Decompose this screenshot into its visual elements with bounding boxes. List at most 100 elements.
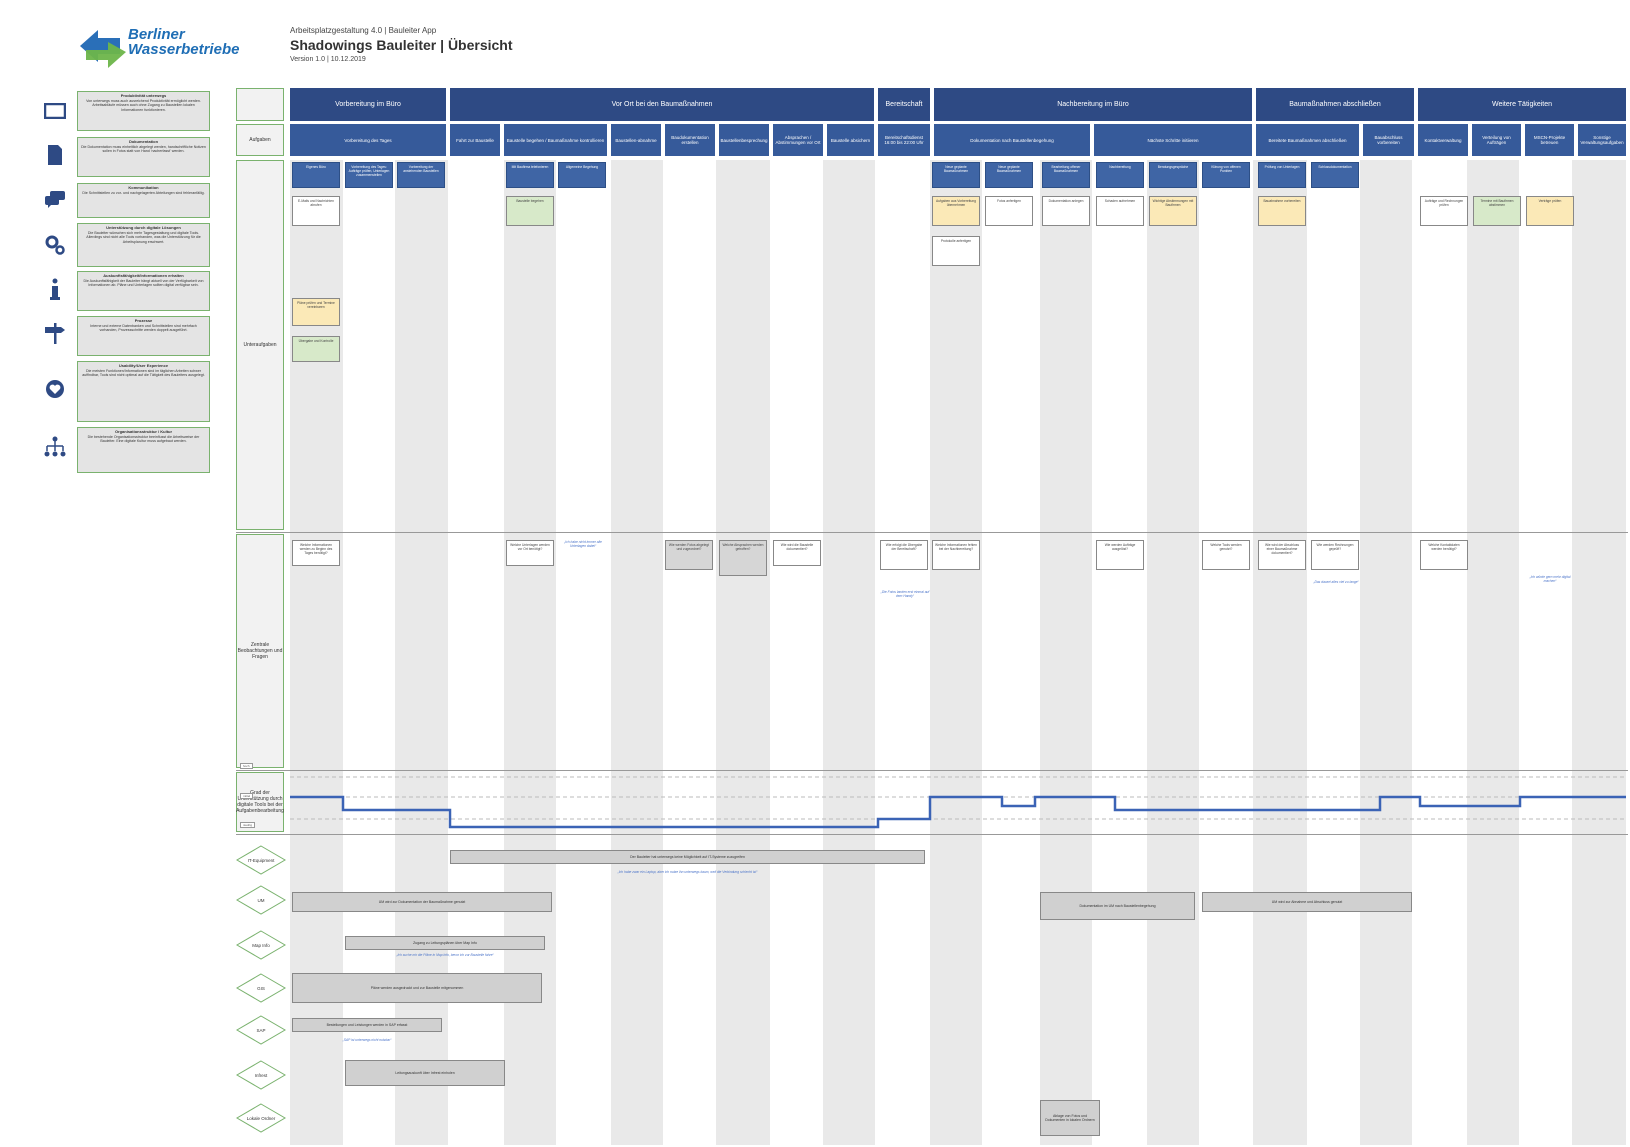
column-band [716,160,770,1145]
pain-point-title: Dokumentation [128,139,159,144]
task-header: MSCN-Projekte betreuen [1525,124,1574,156]
subtask-card: Vorbereitung des Tages: Aufträge prüfen,… [345,162,393,188]
task-header: Bereitete Baumaßnahmen abschließen [1256,124,1359,156]
pain-point-title: Organisationsstruktur / Kultur [114,429,173,434]
question-card: Welche Absprachen werden getroffen? [719,540,767,576]
system-map-info: Map Info [236,930,286,960]
system-usage-bar: UM wird zur Dokumentation der Baumaßnahm… [292,892,552,912]
question-card: Welche Informationen werden zu Beginn de… [292,540,340,566]
pain-point-text: Die Schnittstellen zu vor- und nachgelag… [82,191,205,196]
support-tag-low: niedrig [240,822,256,828]
chat-icon [42,186,68,212]
pain-point-text: Die bestehende Organisationsstruktur bee… [87,435,200,444]
row-label-empty [236,88,284,121]
pain-point-text: Die meisten Funktionen/Informationen sin… [82,369,205,378]
task-header: Dokumentation nach Baustellenbegehung [934,124,1090,156]
task-header: Sonstige Verwaltungsaufgaben [1578,124,1626,156]
heart-icon [42,376,68,402]
subtask-card: Neue geplante Baumaßnahmen [985,162,1033,188]
question-quote: „Ich habe nicht immer alle Unterlagen da… [564,540,602,548]
subtask-card: Aufgaben aus Vorbereitung übernehmen [932,196,980,226]
task-header: Bereitschaftsdienst 16:00 bis 22:00 Uhr [878,124,930,156]
page-title: Shadowings Bauleiter | Übersicht [290,37,513,53]
phase-header: Nachbereitung im Büro [934,88,1252,121]
subtask-card: Beratungsgespräche [1149,162,1197,188]
system-usage-bar: Pläne werden ausgedruckt und zur Baustel… [292,973,542,1003]
subtask-card: Schaden aufnehmen [1096,196,1144,226]
question-card: Welche Unterlagen werden vor Ort benötig… [506,540,554,566]
section-divider [236,770,1628,771]
subtask-card: Fotos anfertigen [985,196,1033,226]
pain-point-organisation: Organisationsstruktur / Kultur Die besteh… [77,427,210,473]
subtask-card: Termine mit Baufirmen abstimmen [1473,196,1521,226]
subtask-card: Protokolle anfertigen [932,236,980,266]
column-band [1360,160,1412,1145]
header-version: Version 1.0 | 10.12.2019 [290,56,366,63]
subtask-card: Dokumentation anlegen [1042,196,1090,226]
row-label-tasks: Aufgaben [236,124,284,156]
task-header: Nächste Schritte initiieren [1094,124,1252,156]
pain-point-communication: Kommunikation Die Schnittstellen zu vor- … [77,183,210,218]
task-header: Vorbereitung des Tages [290,124,446,156]
logo-text: Berliner Wasserbetriebe [128,27,239,57]
task-header: Baustellenbesprechung [719,124,769,156]
support-tag-high: hoch [240,763,253,769]
question-quote: „Das dauert alles viel zu lange“ [1313,580,1359,584]
question-card: Wie erfolgt die Übergabe der Bereitschaf… [880,540,928,570]
system-label: Map Info [252,942,270,948]
task-header: Baustellen-abnahme [611,124,661,156]
system-usage-bar: Der Bauleiter hat unterwegs keine Möglic… [450,850,925,864]
subtask-card: Mit Baufirma telefonieren [506,162,554,188]
subtask-card: Neue geplante Baumaßnahmen [932,162,980,188]
subtask-card: Prüfung von Unterlagen [1258,162,1306,188]
system-infrest: Infrest [236,1060,286,1090]
support-level-line [290,776,1626,829]
header-subtitle: Arbeitsplatzgestaltung 4.0 | Bauleiter A… [290,26,437,35]
pain-point-title: Prozesse [134,318,153,323]
task-header: Verteilung von Aufträgen [1472,124,1521,156]
logo-text-line-1: Berliner [128,26,185,43]
subtask-card: Eigenes Büro [292,162,340,188]
system-sap: SAP [236,1015,286,1045]
question-card: Wie wird die Baustelle dokumentiert? [773,540,821,566]
question-card: Wie werden Aufträge ausgelöst? [1096,540,1144,570]
system-gis: GIS [236,973,286,1003]
task-header: Absprachen / Abstimmungen vor Ort [773,124,823,156]
phase-header: Vor Ort bei den Baumaßnahmen [450,88,874,121]
system-usage-quote: „SAP ist unterwegs nicht nutzbar“ [342,1038,392,1042]
task-header: Baustelle begehen / Baumaßnahme kontroll… [504,124,607,156]
system-um: UM [236,885,286,915]
logo-arrows-icon [80,30,126,68]
pain-point-title: Usability/User Experience [118,363,169,368]
support-level-graph: hoch mittel niedrig [240,763,1626,829]
column-band [1572,160,1626,1145]
column-band [1467,160,1519,1145]
question-card: Wie werden Rechnungen geprüft? [1311,540,1359,570]
pain-point-text: Die Bauleiter wünschen sich mehr Tagesge… [86,231,201,244]
row-label-questions: Zentrale Beobachtungen und Fragen [236,534,284,768]
subtask-card: E-Mails und Nachrichten abrufen [292,196,340,226]
support-tag-medium: mittel [240,793,254,799]
phase-header: Vorbereitung im Büro [290,88,446,121]
section-divider [236,834,1628,835]
document-icon [42,142,68,168]
pain-point-text: Die Dokumentation muss einheitlich abgel… [81,145,206,154]
monitor-icon [42,98,68,124]
question-quote: „Ich würde gern mehr digital machen“ [1529,575,1571,583]
org-chart-icon [42,434,68,460]
subtask-card: Pläne prüfen und Termine vereinbaren [292,298,340,326]
system-label: GIS [257,985,265,991]
info-icon [42,276,68,302]
system-usage-bar: Bestellungen und Leistungen werden in SA… [292,1018,442,1032]
system-usage-bar: Ablage von Fotos und Dokumenten in lokal… [1040,1100,1100,1136]
task-header: Baustelle absichern [827,124,874,156]
pain-point-text: Interne und externe Datenbanken und Schn… [90,324,197,333]
subtask-card: Nachbereitung [1096,162,1144,188]
subtask-card: Allgemeine Begehung [558,162,606,188]
phase-header: Baumaßnahmen abschließen [1256,88,1414,121]
question-card: Welche Kontaktdaten werden benötigt? [1420,540,1468,570]
pain-point-title: Kommunikation [128,185,159,190]
system-usage-bar: UM wird zur Abnahme und Abschluss genutz… [1202,892,1412,912]
system-it-equipment: IT-Equipment [236,845,286,875]
column-band [1253,160,1307,1145]
